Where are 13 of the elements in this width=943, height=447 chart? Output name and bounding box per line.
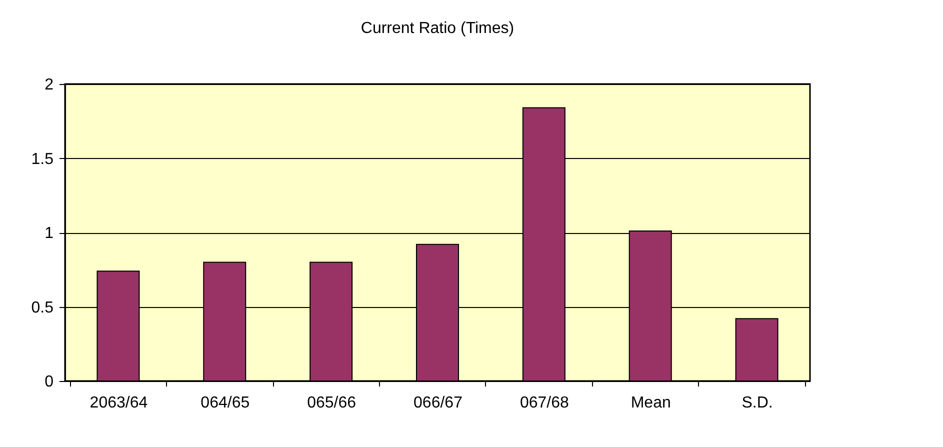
x-tick-label: Mean — [630, 394, 671, 412]
x-tick-label: 066/67 — [414, 394, 463, 412]
x-tick-label: 065/66 — [307, 394, 356, 412]
x-tick-label: S.D. — [742, 394, 773, 412]
chart-title: Current Ratio (Times) — [360, 20, 514, 37]
y-tick-label: 1.5 — [31, 150, 54, 168]
x-tick-label: 2063/64 — [90, 394, 148, 412]
y-tick-label: 0 — [44, 374, 54, 390]
y-tick-label: 0.5 — [31, 299, 54, 316]
y-tick-label: 1 — [44, 225, 54, 242]
y-tick-label: 2 — [44, 76, 54, 94]
x-tick-label: 064/65 — [200, 394, 250, 412]
x-tick-label: 067/68 — [520, 394, 569, 412]
